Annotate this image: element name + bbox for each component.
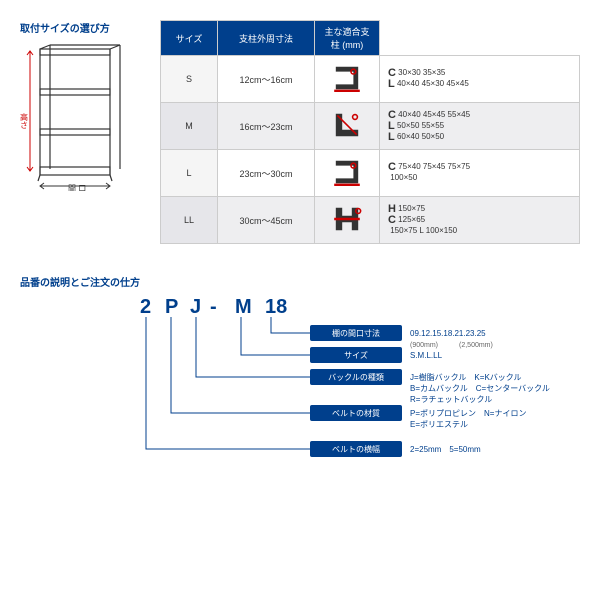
code-diagram: 2PJ-M 18 棚の間口寸法 09.12.15.18.21.23.25 (900mm… (20, 295, 580, 465)
legend-label: ベルトの横幅 (332, 444, 380, 454)
legend-label: ベルトの材質 (332, 408, 380, 418)
legend-value: P=ポリプロピレン N=ナイロン (410, 409, 526, 418)
size-selection-section: 取付サイズの選び方 高さ (20, 20, 580, 244)
cell-supports: C 30×30 35×35L 40×40 45×30 45×45 (380, 56, 580, 103)
table-row: LL30cm〜45cm H 150×75C 125×65 150×75 L 100… (161, 197, 580, 244)
ordering-title: 品番の説明とご注文の仕方 (20, 274, 580, 289)
code-char: M (235, 296, 252, 318)
legend-note: (900mm) (2,500mm) (410, 342, 493, 349)
legend-value: B=カムバックル C=センターバックル (410, 384, 550, 393)
cell-size: S (161, 56, 218, 103)
ordering-section: 品番の説明とご注文の仕方 2PJ-M 18 棚の間口寸法 09.12.15.18.2… (20, 274, 580, 468)
legend-label: バックルの種類 (328, 372, 384, 382)
cell-icon (315, 103, 380, 150)
cell-supports: C 40×40 45×45 55×45L 50×50 55×55L 60×40 … (380, 103, 580, 150)
code-char: 2 (140, 296, 151, 318)
legend-label: サイズ (344, 350, 368, 360)
code-char: 18 (265, 296, 287, 318)
size-table: サイズ 支柱外周寸法 主な適合支柱 (mm) S12cm〜16cm C 30×30… (160, 20, 580, 244)
legend-label: 棚の間口寸法 (332, 328, 380, 338)
cell-range: 23cm〜30cm (218, 150, 315, 197)
legend-value: 09.12.15.18.21.23.25 (410, 329, 486, 338)
shelf-column: 取付サイズの選び方 高さ (20, 20, 140, 244)
code-char: J (190, 296, 201, 318)
th-dim: 支柱外周寸法 (218, 21, 315, 56)
shelf-side-label: 高さ (20, 112, 29, 129)
cell-size: L (161, 150, 218, 197)
shelf-illustration: 高さ 間 口 (20, 41, 130, 191)
legend-value: S.M.L.LL (410, 351, 443, 360)
cell-supports: H 150×75C 125×65 150×75 L 100×150 (380, 197, 580, 244)
cell-range: 16cm〜23cm (218, 103, 315, 150)
legend-value: J=樹脂バックル K=Kバックル (410, 372, 522, 382)
cell-range: 30cm〜45cm (218, 197, 315, 244)
cell-icon (315, 197, 380, 244)
legend-value: R=ラチェットバックル (410, 395, 492, 404)
cell-range: 12cm〜16cm (218, 56, 315, 103)
cell-icon (315, 56, 380, 103)
th-size: サイズ (161, 21, 218, 56)
table-row: M16cm〜23cm C 40×40 45×45 55×45L 50×50 55×… (161, 103, 580, 150)
code-char: - (210, 296, 217, 318)
table-row: L23cm〜30cm C 75×40 75×45 75×75 100×50 (161, 150, 580, 197)
shelf-bottom-label: 間 口 (68, 184, 86, 191)
th-support: 主な適合支柱 (mm) (315, 21, 380, 56)
cell-size: LL (161, 197, 218, 244)
cell-size: M (161, 103, 218, 150)
cell-supports: C 75×40 75×45 75×75 100×50 (380, 150, 580, 197)
code-char: P (165, 296, 178, 318)
table-row: S12cm〜16cm C 30×30 35×35L 40×40 45×30 45×… (161, 56, 580, 103)
selection-title: 取付サイズの選び方 (20, 20, 140, 35)
legend-value: E=ポリエステル (410, 420, 468, 429)
cell-icon (315, 150, 380, 197)
legend-value: 2=25mm 5=50mm (410, 445, 481, 454)
